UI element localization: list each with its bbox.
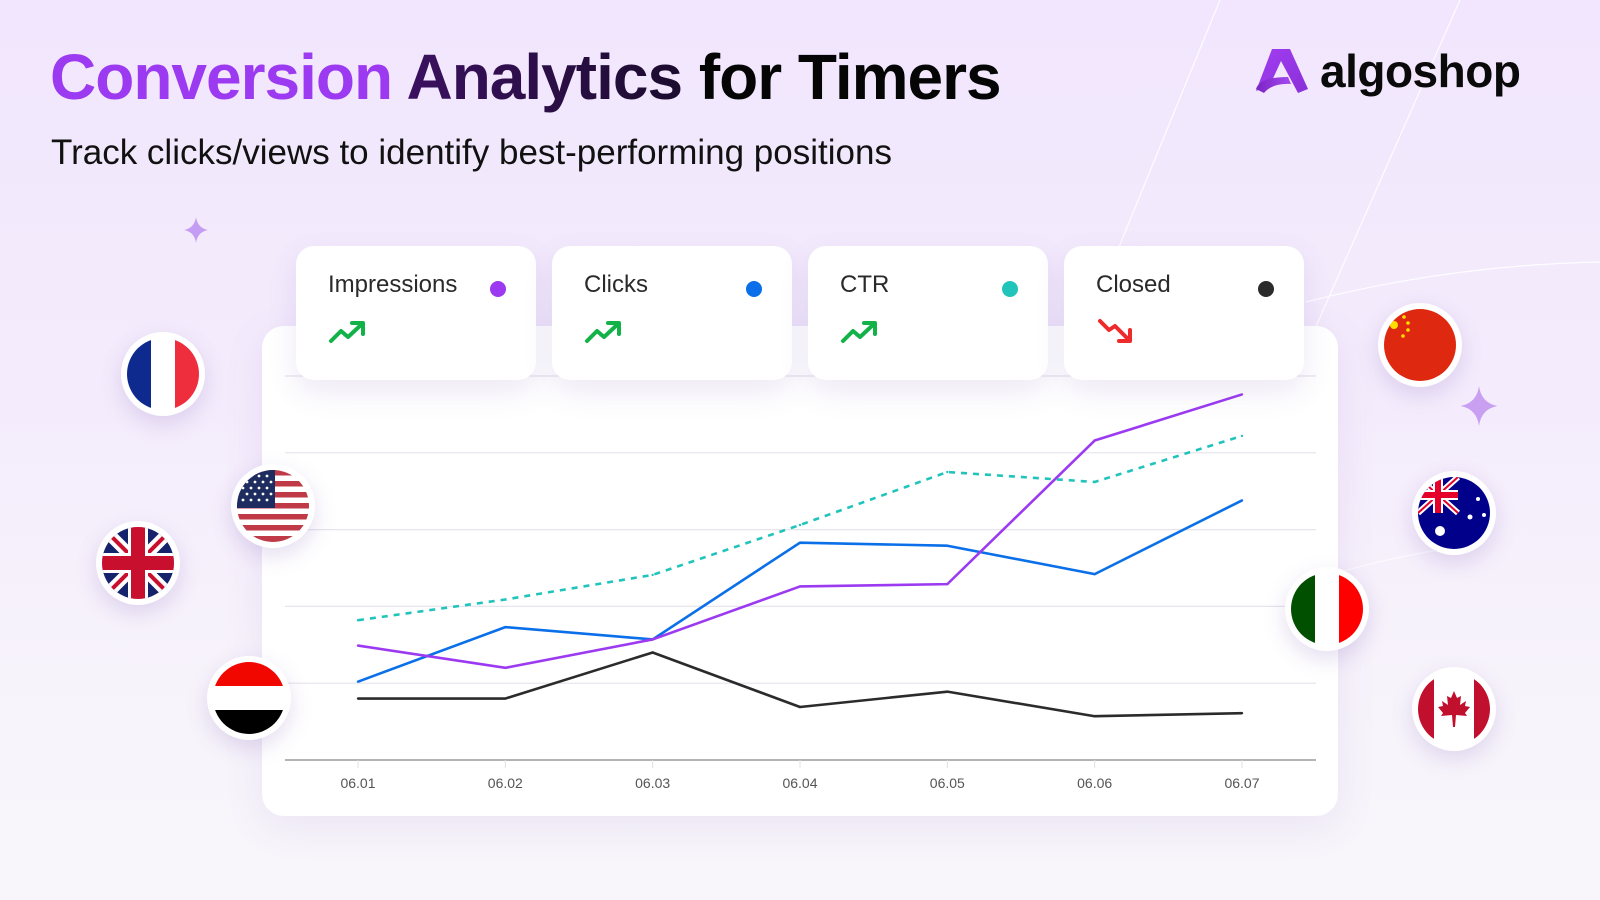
trending-up-icon bbox=[329, 321, 365, 343]
series-line-impressions bbox=[357, 393, 1243, 670]
metric-card-clicks[interactable]: Clicks bbox=[552, 246, 792, 380]
title-part-conversion: Conversion bbox=[50, 41, 393, 113]
x-tick-label: 06.05 bbox=[930, 775, 965, 791]
data-point-ctr bbox=[1240, 434, 1244, 438]
flag-australia bbox=[1412, 471, 1496, 555]
x-tick-label: 06.01 bbox=[340, 775, 375, 791]
x-tick-label: 06.06 bbox=[1077, 775, 1112, 791]
usa-flag-icon bbox=[237, 470, 309, 542]
data-point-clicks bbox=[504, 625, 507, 629]
metric-card-impressions[interactable]: Impressions bbox=[296, 246, 536, 380]
x-tick-label: 06.04 bbox=[782, 775, 817, 791]
trending-up-icon bbox=[841, 321, 877, 343]
data-point-ctr bbox=[651, 573, 654, 577]
data-point-clicks bbox=[946, 544, 949, 547]
series-line-clicks bbox=[357, 499, 1243, 683]
chart-card bbox=[262, 326, 1338, 816]
france-flag-icon bbox=[127, 338, 199, 410]
data-point-impressions bbox=[1093, 439, 1096, 442]
legend-dot-icon bbox=[1002, 281, 1018, 297]
legend-dot-icon bbox=[746, 281, 762, 297]
brand-name: algoshop bbox=[1320, 45, 1521, 97]
data-point-closed bbox=[798, 705, 802, 709]
canada-flag-icon bbox=[1418, 673, 1490, 745]
china-flag-icon bbox=[1384, 309, 1456, 381]
page-subtitle: Track clicks/views to identify best-perf… bbox=[51, 133, 892, 172]
legend-dot-icon bbox=[490, 281, 506, 297]
data-point-ctr bbox=[504, 598, 507, 601]
metric-label: CTR bbox=[840, 271, 890, 298]
chart-series bbox=[356, 393, 1244, 718]
metric-label: Clicks bbox=[584, 271, 648, 298]
x-axis: 06.01 06.02 06.03 06.04 06.05 06.06 06.0… bbox=[340, 775, 1259, 791]
data-point-impressions bbox=[1240, 393, 1244, 396]
flag-china bbox=[1378, 303, 1462, 387]
data-point-clicks bbox=[1240, 499, 1244, 502]
data-point-closed bbox=[651, 651, 654, 654]
chart-grid bbox=[285, 375, 1316, 768]
metric-card-ctr[interactable]: CTR bbox=[808, 246, 1048, 380]
data-point-ctr bbox=[946, 470, 949, 474]
data-point-ctr bbox=[1093, 480, 1096, 484]
flag-france bbox=[121, 332, 205, 416]
australia-flag-icon bbox=[1418, 477, 1490, 549]
x-tick-label: 06.07 bbox=[1224, 775, 1259, 791]
italy-flag-icon bbox=[1291, 573, 1363, 645]
flag-usa bbox=[231, 464, 315, 548]
page-title: Conversion Analytics for Timers bbox=[50, 40, 1002, 114]
metric-label: Closed bbox=[1096, 271, 1171, 298]
data-point-impressions bbox=[798, 585, 802, 588]
flag-italy bbox=[1285, 567, 1369, 651]
sparkle-icon bbox=[1460, 386, 1498, 426]
x-tick-label: 06.02 bbox=[488, 775, 523, 791]
data-point-impressions bbox=[651, 638, 654, 641]
data-point-closed bbox=[1240, 711, 1244, 715]
trending-down-icon bbox=[1098, 319, 1132, 343]
data-point-closed bbox=[356, 697, 360, 700]
uk-flag-icon bbox=[102, 527, 174, 599]
brand-logo: algoshop bbox=[1254, 44, 1521, 98]
sparkle-icon bbox=[184, 217, 208, 243]
data-point-closed bbox=[946, 690, 949, 693]
metric-card-closed[interactable]: Closed bbox=[1064, 246, 1304, 380]
data-point-impressions bbox=[356, 644, 360, 647]
title-part-analytics: Analytics bbox=[406, 41, 683, 113]
trending-up-icon bbox=[585, 321, 621, 343]
data-point-clicks bbox=[1093, 572, 1096, 576]
title-part-timers: for Timers bbox=[698, 41, 1002, 113]
data-point-closed bbox=[1093, 715, 1096, 718]
data-point-clicks bbox=[356, 680, 360, 683]
data-point-impressions bbox=[504, 666, 507, 670]
legend-dot-icon bbox=[1258, 281, 1274, 297]
flag-uk bbox=[96, 521, 180, 605]
data-point-ctr bbox=[798, 523, 802, 527]
flag-yemen bbox=[207, 656, 291, 740]
data-point-closed bbox=[504, 697, 507, 700]
flag-canada bbox=[1412, 667, 1496, 751]
x-tick-label: 06.03 bbox=[635, 775, 670, 791]
data-point-ctr bbox=[356, 619, 360, 622]
metric-label: Impressions bbox=[328, 271, 458, 298]
data-point-clicks bbox=[798, 541, 802, 544]
data-point-impressions bbox=[946, 582, 949, 586]
algoshop-a-logo-icon bbox=[1256, 49, 1308, 93]
series-line-ctr bbox=[357, 434, 1243, 622]
yemen-flag-icon bbox=[213, 662, 285, 734]
